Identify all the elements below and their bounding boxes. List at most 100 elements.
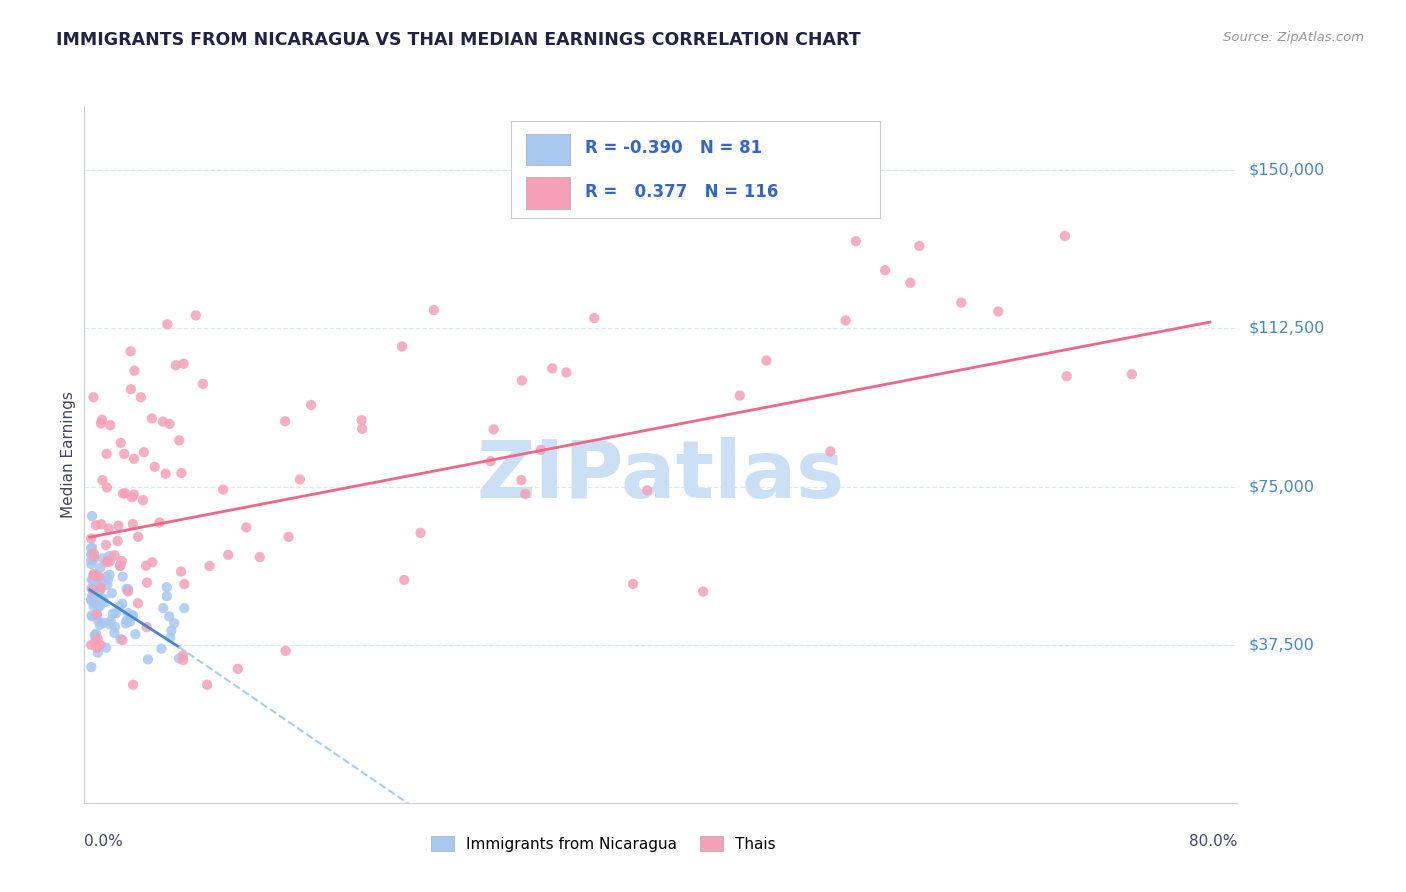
Point — [165, 358, 187, 372]
Point — [820, 444, 842, 458]
Point — [728, 388, 751, 402]
Point — [184, 309, 207, 323]
Point — [86, 575, 108, 590]
Point — [80, 592, 103, 607]
Point — [83, 566, 105, 581]
Point — [212, 483, 235, 497]
Point — [409, 525, 432, 540]
Point — [148, 516, 170, 530]
Point — [98, 567, 121, 582]
Point — [93, 595, 115, 609]
Point — [108, 559, 131, 574]
Point — [170, 565, 193, 579]
Point — [900, 276, 922, 290]
Point — [107, 518, 129, 533]
Point — [114, 616, 136, 631]
Point — [129, 390, 152, 404]
Point — [84, 518, 107, 533]
Point — [83, 577, 105, 591]
Point — [96, 578, 118, 592]
Point — [115, 614, 138, 628]
Point — [82, 569, 104, 583]
Point — [515, 487, 537, 501]
Point — [352, 422, 374, 436]
Point — [135, 558, 157, 573]
Point — [87, 569, 110, 583]
Point — [226, 662, 249, 676]
Text: $75,000: $75,000 — [1249, 479, 1315, 494]
Point — [636, 483, 658, 498]
Point — [191, 376, 214, 391]
Point — [103, 548, 125, 562]
Point — [104, 620, 127, 634]
Point — [121, 490, 143, 504]
Point — [136, 575, 159, 590]
Point — [86, 599, 108, 613]
Point — [83, 546, 105, 560]
Point — [94, 538, 117, 552]
Point — [299, 398, 322, 412]
Point — [86, 607, 108, 622]
Point — [80, 593, 103, 607]
Point — [152, 601, 174, 615]
Point — [80, 548, 103, 562]
Point — [172, 648, 194, 663]
Point — [987, 304, 1010, 318]
Point — [277, 530, 299, 544]
Point — [621, 577, 644, 591]
Point — [392, 573, 415, 587]
Point — [127, 530, 149, 544]
Point — [98, 555, 121, 569]
Point — [111, 633, 134, 648]
Point — [143, 459, 166, 474]
Point — [87, 588, 110, 602]
Point — [122, 451, 145, 466]
Point — [124, 627, 146, 641]
Point — [110, 558, 132, 573]
Point — [98, 617, 121, 632]
Point — [152, 415, 174, 429]
Point — [83, 595, 105, 609]
Point — [530, 442, 553, 457]
Point — [159, 631, 181, 645]
Point — [97, 521, 120, 535]
Point — [89, 584, 111, 599]
Point — [80, 557, 103, 571]
Point — [101, 607, 124, 621]
Point — [82, 589, 104, 603]
Point — [98, 549, 121, 564]
Point — [91, 591, 114, 606]
Point — [83, 628, 105, 642]
Point — [274, 414, 297, 428]
Point — [86, 632, 108, 646]
Point — [120, 344, 142, 359]
Point — [510, 473, 533, 487]
Point — [249, 550, 271, 565]
Point — [89, 572, 111, 586]
Point — [115, 582, 138, 596]
Point — [91, 473, 114, 487]
Y-axis label: Median Earnings: Median Earnings — [60, 392, 76, 518]
Point — [110, 632, 132, 647]
Text: IMMIGRANTS FROM NICARAGUA VS THAI MEDIAN EARNINGS CORRELATION CHART: IMMIGRANTS FROM NICARAGUA VS THAI MEDIAN… — [56, 31, 860, 49]
Point — [117, 584, 139, 599]
Point — [82, 582, 104, 597]
Point — [91, 413, 114, 427]
Point — [80, 532, 103, 546]
Point — [274, 644, 297, 658]
Text: $150,000: $150,000 — [1249, 163, 1324, 178]
Text: 0.0%: 0.0% — [84, 834, 124, 849]
Point — [391, 339, 413, 353]
Point — [107, 533, 129, 548]
Point — [692, 584, 714, 599]
Point — [288, 472, 311, 486]
Point — [96, 553, 118, 567]
Point — [96, 570, 118, 584]
Point — [122, 678, 145, 692]
Point — [423, 303, 446, 318]
Point — [93, 615, 115, 630]
Point — [89, 561, 111, 575]
Point — [82, 573, 104, 587]
Text: $112,500: $112,500 — [1249, 321, 1324, 336]
Text: $37,500: $37,500 — [1249, 637, 1315, 652]
